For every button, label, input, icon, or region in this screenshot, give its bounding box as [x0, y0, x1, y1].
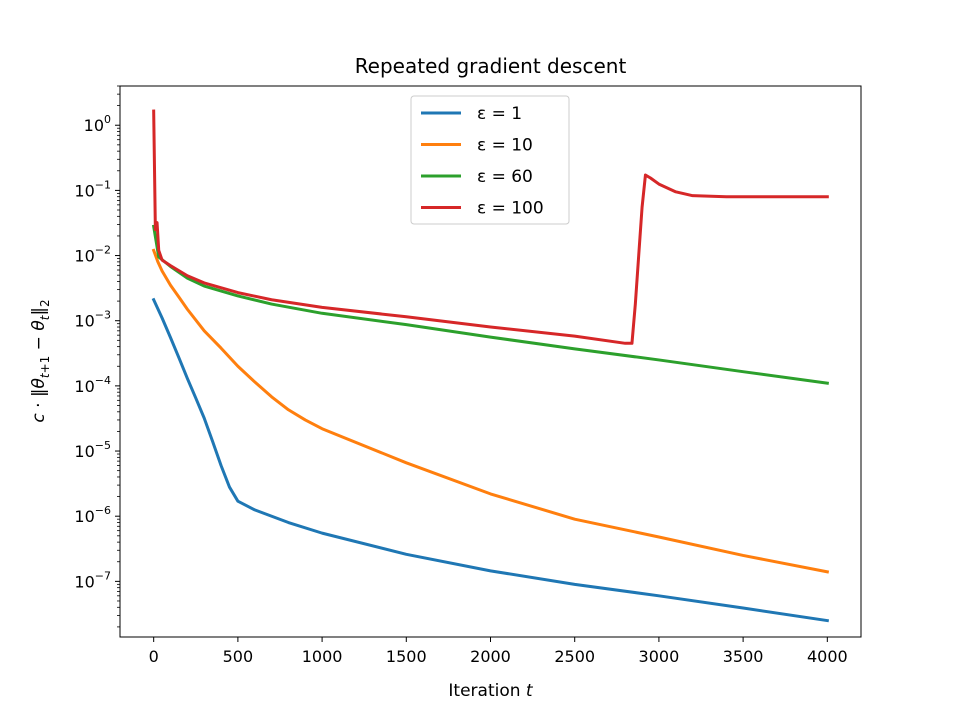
legend-box — [410, 95, 570, 225]
x-axis-label: Iteration t — [448, 681, 534, 701]
y-tick-label: 10−2 — [74, 244, 111, 266]
y-tick-label: 10−7 — [74, 569, 111, 591]
chart-title: Repeated gradient descent — [355, 54, 627, 78]
x-tick-label: 500 — [223, 647, 254, 666]
y-axis-label: c · ‖θt+1 − θt‖2 — [29, 299, 52, 422]
legend-label-3: ε = 60 — [477, 167, 533, 187]
x-tick-label: 1000 — [302, 647, 343, 666]
y-tick-label: 10−5 — [74, 439, 111, 461]
x-tick-label: 1500 — [386, 647, 427, 666]
series-line-4 — [152, 109, 829, 345]
x-tick-label: 3500 — [723, 647, 764, 666]
y-axis: 100 10−1 10−2 10−3 10−4 10−5 10−6 10−7 — [74, 85, 120, 628]
legend: ε = 1 ε = 10 ε = 60 ε = 100 — [410, 95, 570, 225]
y-tick-label: 10−6 — [74, 504, 111, 526]
series-line-2 — [151, 248, 830, 574]
x-tick-label: 2500 — [554, 647, 595, 666]
legend-label-4: ε = 100 — [477, 199, 544, 219]
y-tick-label: 10−3 — [74, 309, 111, 331]
x-tick-label: 2000 — [470, 647, 511, 666]
series-line-1 — [151, 297, 830, 623]
legend-label-1: ε = 1 — [477, 104, 522, 124]
lines-layer — [151, 109, 830, 623]
x-tick-label: 4000 — [807, 647, 848, 666]
x-tick-label: 0 — [149, 647, 159, 666]
x-tick-label: 3000 — [639, 647, 680, 666]
y-tick-label: 100 — [84, 113, 111, 135]
x-axis: 0 500 1000 1500 2000 2500 3000 3500 4000 — [149, 637, 848, 666]
legend-label-2: ε = 10 — [477, 136, 533, 156]
y-tick-label: 10−4 — [74, 374, 111, 396]
y-tick-label: 10−1 — [74, 178, 111, 200]
